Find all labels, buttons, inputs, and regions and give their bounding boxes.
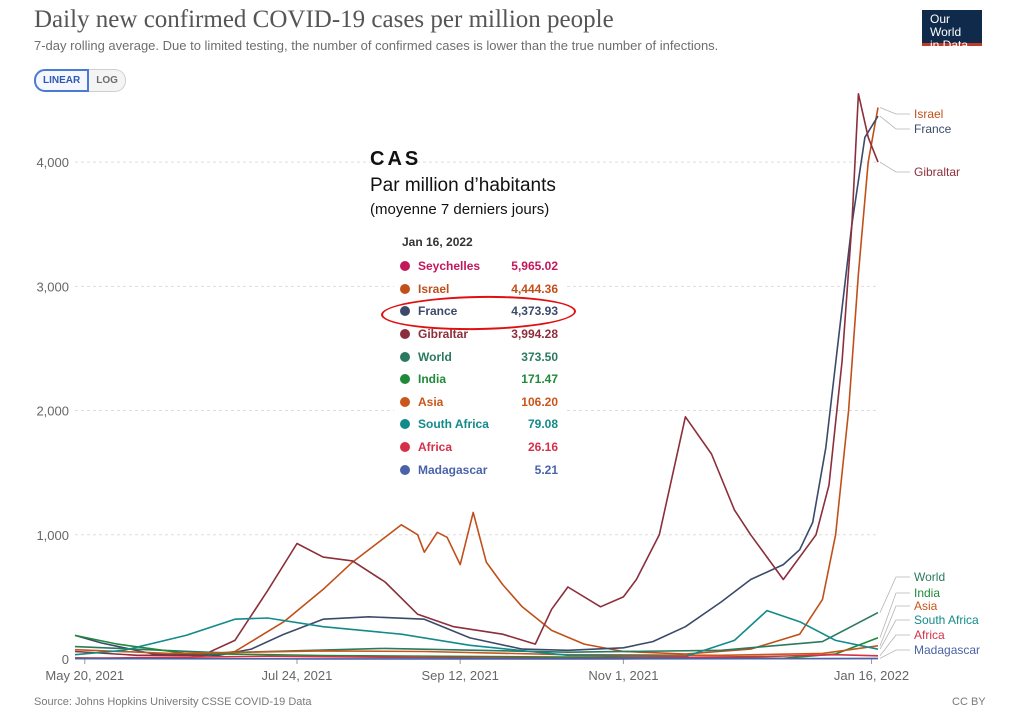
series-line <box>74 609 879 658</box>
scale-toggle: LINEAR LOG <box>34 69 126 92</box>
tooltip-row: Gibraltar 3,994.28 <box>394 323 566 346</box>
linear-scale-button[interactable]: LINEAR <box>34 69 90 92</box>
legend-dot-icon <box>400 442 410 453</box>
series-line <box>74 107 879 660</box>
series-end-label: Madagascar <box>914 643 980 657</box>
tooltip-entity: Seychelles <box>418 259 481 274</box>
legend-dot-icon <box>400 329 410 340</box>
series-end-label: Gibraltar <box>914 165 960 179</box>
tooltip-row: Madagascar 5.21 <box>394 458 566 481</box>
y-tick-label: 2,000 <box>36 404 69 419</box>
label-connector <box>879 161 910 173</box>
series-end-label: France <box>914 122 952 136</box>
x-tick-label: May 20, 2021 <box>45 668 124 683</box>
tooltip-row: World 373.50 <box>394 345 566 368</box>
series-line <box>74 645 879 657</box>
chart-title: Daily new confirmed COVID-19 cases per m… <box>34 6 614 33</box>
label-connector <box>879 115 910 130</box>
tooltip-row: South Africa 79.08 <box>394 413 566 436</box>
legend-dot-icon <box>400 419 410 430</box>
logo-line-2: in Data <box>930 38 969 52</box>
series-end-label: World <box>914 570 945 584</box>
legend-dot-icon <box>400 374 410 385</box>
tooltip-date: Jan 16, 2022 <box>402 235 473 249</box>
tooltip-value: 4,373.93 <box>511 304 558 319</box>
label-connector <box>879 576 910 613</box>
tooltip-value: 79.08 <box>527 417 558 432</box>
label-connector <box>879 634 910 657</box>
tooltip-entity: India <box>418 372 447 387</box>
legend-dot-icon <box>400 396 410 407</box>
logo-line-1: Our World <box>930 12 962 39</box>
chart-subtitle: 7-day rolling average. Due to limited te… <box>34 38 719 53</box>
y-tick-label: 0 <box>62 652 69 667</box>
x-tick-label: Jan 16, 2022 <box>834 668 909 683</box>
tooltip-row: Asia 106.20 <box>394 391 566 414</box>
source-note[interactable]: Source: Johns Hopkins University CSSE CO… <box>34 696 312 708</box>
tooltip-rows: Seychelles 5,965.02 Israel 4,444.36 France 4,… <box>394 255 566 481</box>
tooltip-row: Seychelles 5,965.02 <box>394 255 566 278</box>
tooltip-value: 5.21 <box>534 462 558 477</box>
tooltip-value: 106.20 <box>521 394 558 409</box>
tooltip-entity: Africa <box>418 440 453 455</box>
overlay-subtitle: Par million d’habitants <box>370 175 556 196</box>
tooltip-row: France 4,373.93 <box>394 300 566 323</box>
tooltip-value: 5,965.02 <box>511 259 558 274</box>
license-note[interactable]: CC BY <box>952 696 986 708</box>
series-line <box>74 93 879 657</box>
tooltip-entity: Gibraltar <box>418 327 469 342</box>
label-connector <box>879 619 910 650</box>
x-tick-label: Jul 24, 2021 <box>262 668 333 683</box>
y-tick-label: 3,000 <box>36 279 69 294</box>
overlay-note: (moyenne 7 derniers jours) <box>370 201 550 218</box>
tooltip: Jan 16, 2022 Seychelles 5,965.02 Israel 4,4… <box>394 226 566 486</box>
series-end-label: Africa <box>914 628 945 642</box>
tooltip-value: 4,444.36 <box>511 281 558 296</box>
y-tick-label: 4,000 <box>36 155 69 170</box>
y-tick-label: 1,000 <box>36 528 69 543</box>
label-connector <box>879 592 910 638</box>
annotation-overlay: CAS Par million d’habitants (moyenne 7 d… <box>370 148 570 218</box>
tooltip-entity: France <box>418 304 458 319</box>
series-end-label: Israel <box>914 107 943 121</box>
tooltip-value: 26.16 <box>527 440 558 455</box>
tooltip-entity: Madagascar <box>418 462 488 477</box>
overlay-title: CAS <box>370 148 422 170</box>
series-end-label: South Africa <box>914 613 979 627</box>
series-line <box>74 115 879 657</box>
label-connector <box>879 649 910 659</box>
legend-dot-icon <box>400 283 410 294</box>
tooltip-entity: Israel <box>418 281 450 296</box>
log-scale-button[interactable]: LOG <box>89 69 126 92</box>
label-connector <box>879 605 910 646</box>
x-tick-label: Sep 12, 2021 <box>421 668 498 683</box>
tooltip-value: 373.50 <box>521 349 558 364</box>
tooltip-row: Africa 26.16 <box>394 436 566 459</box>
label-connector <box>879 107 910 115</box>
legend-dot-icon <box>400 306 410 317</box>
legend-dot-icon <box>400 351 410 362</box>
series-end-label: India <box>914 586 940 600</box>
tooltip-row: Israel 4,444.36 <box>394 278 566 301</box>
owid-logo[interactable]: Our World in Data <box>922 10 982 52</box>
x-tick-label: Nov 1, 2021 <box>588 668 658 683</box>
tooltip-value: 3,994.28 <box>511 327 558 342</box>
tooltip-value: 171.47 <box>521 372 558 387</box>
tooltip-entity: Asia <box>418 394 444 409</box>
tooltip-entity: South Africa <box>418 417 489 432</box>
series-line <box>74 657 879 660</box>
series-end-label: Asia <box>914 599 938 613</box>
tooltip-entity: World <box>418 349 452 364</box>
legend-dot-icon <box>400 464 410 475</box>
tooltip-row: India 171.47 <box>394 368 566 391</box>
legend-dot-icon <box>400 261 410 272</box>
